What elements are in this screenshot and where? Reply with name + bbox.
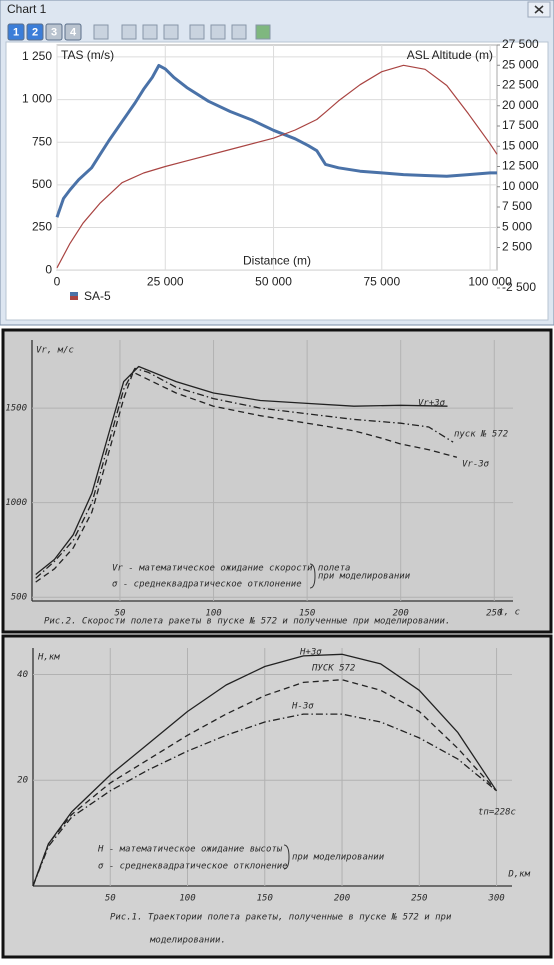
window-title: Chart 1: [7, 2, 47, 16]
series-label: Vr-3σ: [462, 460, 490, 470]
page-button-label[interactable]: 4: [70, 26, 77, 38]
y2-tick-label: 12 500: [502, 159, 539, 173]
series-label: Vr+3σ: [418, 399, 446, 409]
note-bracket: [309, 563, 316, 589]
series-line: [35, 367, 454, 579]
tool-icon[interactable]: [142, 24, 158, 40]
y2-tick-label: -2 500: [502, 280, 536, 294]
x-tick-label: 25 000: [147, 274, 184, 288]
y-tick-label: 1500: [5, 404, 27, 414]
y-tick-label: 500: [32, 177, 52, 191]
scan-panel: [1, 328, 553, 634]
series-line: [55, 64, 497, 218]
x-tick-label: 50: [105, 894, 116, 904]
tool-icon[interactable]: [189, 24, 205, 40]
y-tick-label: 1000: [5, 498, 27, 508]
caption: Рис.1. Траектории полета ракеты, получен…: [110, 913, 452, 923]
chart-panel: [5, 41, 549, 321]
page-button-label[interactable]: 3: [51, 26, 57, 38]
toolbar-icons: [93, 24, 271, 40]
page-button-label[interactable]: 2: [32, 26, 38, 38]
x-tick-label: 100 000: [468, 274, 512, 288]
series-line: [32, 713, 497, 887]
note: σ - среднеквадратическое отклонение: [98, 862, 288, 872]
y-tick-label: 500: [11, 593, 27, 603]
x-tick-label: 200: [393, 609, 409, 619]
series-label: ПУСК 572: [311, 664, 355, 674]
note: σ - среднеквадратическое отклонение: [112, 580, 302, 590]
tool-icon[interactable]: [121, 24, 137, 40]
x-axis-title: t, c: [498, 608, 520, 618]
x-tick-label: 200: [334, 894, 350, 904]
note: при моделировании: [292, 853, 385, 863]
y-tick-label: 750: [32, 134, 52, 148]
note: при моделировании: [318, 572, 411, 582]
series-line: [35, 371, 458, 583]
y-tick-label: 20: [17, 776, 28, 786]
series-line: [35, 365, 448, 576]
x-tick-label: 100: [179, 894, 195, 904]
y-tick-label: 0: [45, 262, 52, 276]
y2-tick-label: 15 000: [502, 138, 539, 152]
caption: Рис.2. Скорости полета ракеты в пуске № …: [44, 617, 450, 627]
x-tick-label: 150: [257, 894, 273, 904]
series-line: [32, 679, 497, 887]
tool-icon[interactable]: [255, 24, 271, 40]
y-axis-title: TAS (m/s): [61, 48, 114, 62]
series-label: H-3σ: [291, 702, 314, 712]
close-button[interactable]: [527, 1, 551, 18]
y2-tick-label: 27 500: [502, 37, 539, 51]
x-tick-label: 50 000: [255, 274, 292, 288]
y2-tick-label: 2 500: [502, 240, 532, 254]
page-button[interactable]: [26, 23, 44, 41]
x-tick-label: 250: [411, 894, 427, 904]
note: Н - математическое ожидание высоты: [97, 845, 283, 855]
y2-axis-title: ASL Altitude (m): [407, 48, 493, 62]
y-axis-title: H,км: [37, 653, 60, 663]
x-tick-label: 150: [299, 609, 315, 619]
legend-swatch: [70, 296, 78, 300]
y2-tick-label: 7 500: [502, 199, 532, 213]
series-line: [32, 653, 498, 887]
y-tick-label: 1 250: [22, 49, 52, 63]
series-label: пуск № 572: [454, 430, 508, 440]
x-tick-label: 300: [487, 894, 504, 904]
x-tick-label: 75 000: [363, 274, 400, 288]
y-tick-label: 1 000: [22, 92, 52, 106]
page-button[interactable]: [45, 23, 63, 41]
x-tick-label: 250: [486, 609, 502, 619]
page-button[interactable]: [7, 23, 25, 41]
page-button-label[interactable]: 1: [13, 26, 19, 38]
series-line: [56, 64, 498, 269]
x-tick-label: 50: [115, 609, 126, 619]
y-axis-title: Vr, м/с: [36, 346, 74, 356]
x-axis-title: D,км: [507, 870, 530, 880]
note: Vr - математическое ожидание скорости по…: [112, 564, 350, 574]
scan-panel: [1, 634, 553, 959]
note-bracket: [283, 844, 290, 870]
legend-label: SA-5: [84, 289, 111, 303]
y2-tick-label: 25 000: [502, 57, 539, 71]
y-tick-label: 40: [17, 670, 28, 680]
y2-tick-label: 5 000: [502, 219, 532, 233]
series-label: H+3σ: [299, 648, 322, 658]
tool-icon[interactable]: [231, 24, 247, 40]
y-tick-label: 250: [32, 220, 52, 234]
tool-icon[interactable]: [210, 24, 226, 40]
x-tick-label: 100: [205, 609, 221, 619]
y2-tick-label: 17 500: [502, 118, 539, 132]
page-button[interactable]: [64, 23, 82, 41]
tool-icon[interactable]: [93, 24, 109, 40]
x-axis-title: Distance (m): [243, 253, 311, 267]
tool-icon[interactable]: [163, 24, 179, 40]
y2-tick-label: 20 000: [502, 98, 539, 112]
close-icon[interactable]: [534, 5, 544, 14]
caption: моделировании.: [149, 936, 226, 946]
y2-tick-label: 10 000: [502, 179, 539, 193]
legend-swatch: [70, 292, 78, 296]
y2-tick-label: 22 500: [502, 78, 539, 92]
x-tick-label: 0: [54, 274, 61, 288]
annotation: tп=228с: [478, 808, 516, 818]
